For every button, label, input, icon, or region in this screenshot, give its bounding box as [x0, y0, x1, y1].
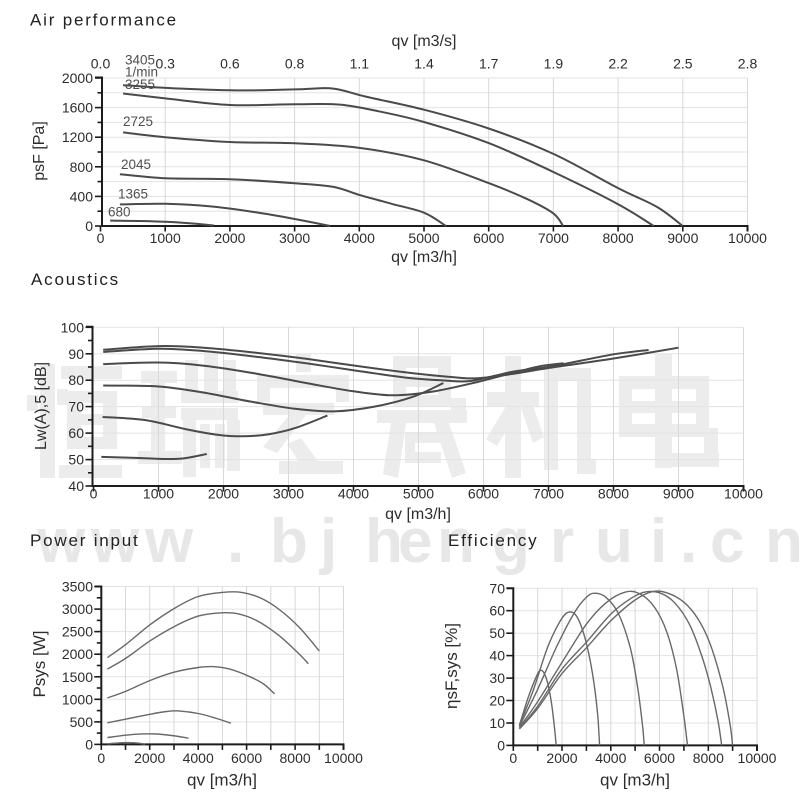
svg-text:0.6: 0.6: [220, 56, 240, 72]
svg-text:1.7: 1.7: [479, 56, 499, 72]
svg-text:1.9: 1.9: [544, 56, 564, 72]
svg-text:qv [m3/h]: qv [m3/h]: [187, 771, 257, 790]
svg-text:0.0: 0.0: [91, 56, 111, 72]
svg-text:40: 40: [489, 648, 505, 664]
svg-text:7000: 7000: [533, 486, 564, 502]
svg-text:680: 680: [108, 205, 131, 220]
svg-text:30: 30: [489, 670, 505, 686]
svg-text:400: 400: [70, 188, 94, 204]
svg-text:1.1: 1.1: [350, 56, 370, 72]
svg-text:10000: 10000: [724, 486, 763, 502]
svg-text:2045: 2045: [121, 157, 151, 172]
svg-text:4000: 4000: [595, 750, 626, 766]
svg-text:2.2: 2.2: [608, 56, 628, 72]
svg-text:Psys [W]: Psys [W]: [30, 630, 49, 697]
svg-text:qv [m3/h]: qv [m3/h]: [385, 506, 451, 523]
svg-text:40: 40: [68, 478, 84, 494]
svg-text:90: 90: [68, 346, 84, 362]
svg-text:5000: 5000: [408, 230, 439, 246]
svg-text:1500: 1500: [62, 669, 93, 685]
svg-text:6000: 6000: [644, 750, 675, 766]
svg-text:1600: 1600: [62, 100, 93, 116]
svg-text:70: 70: [489, 580, 505, 596]
svg-text:2000: 2000: [62, 646, 93, 662]
svg-text:9000: 9000: [663, 486, 694, 502]
svg-text:70: 70: [68, 399, 84, 415]
svg-text:10000: 10000: [728, 230, 767, 246]
svg-text:50: 50: [489, 625, 505, 641]
svg-text:Power input: Power input: [30, 531, 140, 550]
svg-text:2.5: 2.5: [673, 56, 693, 72]
svg-text:6000: 6000: [231, 750, 262, 766]
svg-text:60: 60: [68, 425, 84, 441]
svg-text:3000: 3000: [273, 486, 304, 502]
svg-text:6000: 6000: [468, 486, 499, 502]
svg-text:1365: 1365: [118, 187, 148, 202]
svg-text:8000: 8000: [693, 750, 724, 766]
svg-text:2500: 2500: [62, 624, 93, 640]
svg-text:qv [m3/h]: qv [m3/h]: [600, 771, 670, 790]
svg-text:50: 50: [68, 452, 84, 468]
svg-text:0: 0: [85, 218, 93, 234]
svg-text:qv [m3/h]: qv [m3/h]: [391, 249, 457, 266]
svg-text:1.4: 1.4: [414, 56, 434, 72]
svg-text:0: 0: [97, 230, 105, 246]
svg-text:10: 10: [489, 715, 505, 731]
svg-text:10000: 10000: [738, 750, 777, 766]
svg-text:Acoustics: Acoustics: [31, 270, 120, 289]
svg-text:2000: 2000: [546, 750, 577, 766]
svg-text:qv [m3/s]: qv [m3/s]: [392, 33, 457, 50]
svg-text:20: 20: [489, 693, 505, 709]
svg-text:3500: 3500: [62, 579, 93, 595]
svg-text:1000: 1000: [143, 486, 174, 502]
svg-text:Lw(A),5 [dB]: Lw(A),5 [dB]: [33, 362, 50, 450]
svg-text:1200: 1200: [62, 129, 93, 145]
svg-text:4000: 4000: [183, 750, 214, 766]
svg-text:8000: 8000: [598, 486, 629, 502]
svg-text:100: 100: [61, 319, 85, 335]
svg-text:10000: 10000: [324, 750, 363, 766]
svg-text:5000: 5000: [403, 486, 434, 502]
svg-text:3000: 3000: [62, 601, 93, 617]
svg-text:0.3: 0.3: [155, 56, 175, 72]
svg-text:80: 80: [68, 372, 84, 388]
svg-text:800: 800: [70, 159, 94, 175]
svg-text:4000: 4000: [338, 486, 369, 502]
svg-text:60: 60: [489, 603, 505, 619]
svg-text:9000: 9000: [667, 230, 698, 246]
svg-text:6000: 6000: [473, 230, 504, 246]
svg-text:psF [Pa]: psF [Pa]: [31, 121, 48, 181]
svg-text:3255: 3255: [125, 77, 155, 92]
svg-text:2725: 2725: [123, 114, 153, 129]
svg-text:500: 500: [70, 714, 94, 730]
svg-text:1000: 1000: [150, 230, 181, 246]
svg-text:Air performance: Air performance: [30, 11, 178, 30]
svg-text:8000: 8000: [280, 750, 311, 766]
svg-text:0: 0: [97, 750, 105, 766]
svg-text:0: 0: [509, 750, 517, 766]
svg-text:0: 0: [85, 736, 93, 752]
svg-text:3405: 3405: [125, 53, 155, 68]
svg-text:ηsF,sys [%]: ηsF,sys [%]: [442, 623, 461, 709]
svg-text:8000: 8000: [603, 230, 634, 246]
svg-text:2000: 2000: [62, 70, 93, 86]
svg-text:7000: 7000: [538, 230, 569, 246]
svg-text:1000: 1000: [62, 691, 93, 707]
svg-text:0.8: 0.8: [285, 56, 305, 72]
svg-text:2000: 2000: [134, 750, 165, 766]
svg-text:2000: 2000: [208, 486, 239, 502]
svg-text:2.8: 2.8: [738, 56, 758, 72]
svg-text:3000: 3000: [279, 230, 310, 246]
svg-text:0: 0: [90, 486, 98, 502]
svg-text:2000: 2000: [214, 230, 245, 246]
svg-text:1/min: 1/min: [125, 65, 158, 80]
svg-text:0: 0: [497, 737, 505, 753]
svg-text:Efficiency: Efficiency: [448, 531, 538, 550]
svg-text:4000: 4000: [344, 230, 375, 246]
